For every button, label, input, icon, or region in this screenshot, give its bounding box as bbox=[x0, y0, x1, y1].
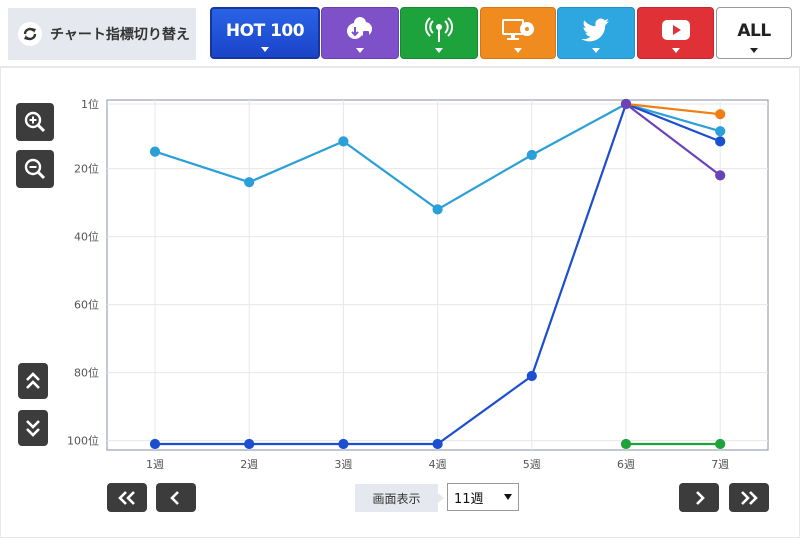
tab-twitter[interactable] bbox=[557, 7, 635, 59]
x-tick-label: 4週 bbox=[429, 458, 447, 471]
x-tick-label: 1週 bbox=[146, 458, 164, 471]
zoom-out-button[interactable] bbox=[16, 150, 54, 188]
scroll-up-button[interactable] bbox=[18, 363, 48, 399]
tab-download[interactable] bbox=[321, 7, 399, 59]
view-range-arrow bbox=[438, 493, 444, 503]
data-point bbox=[244, 177, 255, 188]
data-point bbox=[338, 136, 349, 147]
data-point bbox=[432, 438, 443, 450]
next-page-button[interactable] bbox=[679, 483, 719, 512]
chevron-down-icon bbox=[671, 48, 680, 53]
y-tick-label: 20位 bbox=[74, 162, 99, 176]
tab-tv[interactable] bbox=[480, 7, 556, 59]
radio-antenna-icon bbox=[424, 17, 454, 42]
tab-hot100[interactable]: HOT 100 bbox=[210, 7, 320, 59]
y-tick-label: 80位 bbox=[74, 366, 99, 380]
chevron-down-icon bbox=[356, 48, 364, 53]
chevron-down-icon bbox=[750, 48, 758, 53]
y-tick-label: 100位 bbox=[67, 434, 99, 448]
tv-disc-icon bbox=[502, 19, 534, 40]
zoom-out-icon bbox=[24, 158, 46, 180]
scroll-down-button[interactable] bbox=[18, 410, 48, 446]
chart-switch-label: チャート指標切り替え bbox=[8, 8, 196, 60]
data-point bbox=[244, 438, 255, 450]
chevron-left-icon bbox=[170, 490, 179, 505]
zoom-in-button[interactable] bbox=[16, 103, 54, 141]
twitter-bird-icon bbox=[581, 18, 609, 42]
chevron-down-icon bbox=[592, 48, 600, 53]
data-point bbox=[338, 438, 349, 450]
y-tick-label: 60位 bbox=[74, 298, 99, 312]
tab-radio[interactable] bbox=[400, 7, 478, 59]
series-line bbox=[625, 103, 721, 177]
last-page-button[interactable] bbox=[729, 483, 769, 512]
data-point bbox=[432, 204, 443, 215]
data-point bbox=[620, 438, 632, 450]
zoom-in-icon bbox=[24, 111, 46, 133]
x-tick-label: 3週 bbox=[334, 458, 352, 471]
view-range-select[interactable]: 11週 bbox=[447, 483, 519, 511]
x-tick-label: 5週 bbox=[523, 458, 541, 471]
double-chevron-right-icon bbox=[741, 490, 758, 505]
chevron-down-icon bbox=[261, 47, 269, 52]
double-chevron-up-icon bbox=[26, 372, 40, 389]
data-point bbox=[526, 149, 537, 161]
data-point bbox=[715, 438, 726, 450]
data-point bbox=[149, 438, 161, 450]
prev-page-button[interactable] bbox=[156, 483, 196, 512]
refresh-icon bbox=[18, 22, 42, 46]
chart-switch-text: チャート指標切り替え bbox=[50, 27, 190, 43]
chevron-down-icon bbox=[514, 48, 522, 53]
double-chevron-left-icon bbox=[118, 490, 135, 505]
data-point bbox=[715, 109, 726, 120]
tab-youtube[interactable] bbox=[637, 7, 714, 59]
data-point bbox=[715, 170, 726, 181]
header-divider bbox=[0, 66, 800, 68]
tab-all-label: ALL bbox=[737, 21, 771, 41]
data-point bbox=[715, 126, 726, 137]
chevron-down-icon bbox=[435, 48, 443, 53]
tab-hot100-label: HOT 100 bbox=[225, 21, 305, 41]
x-tick-label: 6週 bbox=[617, 458, 635, 471]
data-point bbox=[526, 370, 537, 382]
view-range-value: 11週 bbox=[454, 491, 484, 507]
chevron-right-icon bbox=[696, 490, 705, 505]
download-cloud-icon bbox=[347, 17, 372, 39]
first-page-button[interactable] bbox=[107, 483, 147, 512]
y-tick-label: 1位 bbox=[81, 97, 99, 111]
x-tick-label: 7週 bbox=[711, 458, 729, 471]
data-point bbox=[620, 98, 632, 110]
y-tick-label: 40位 bbox=[74, 230, 99, 244]
data-point bbox=[715, 136, 726, 147]
view-range-label: 画面表示 bbox=[355, 484, 438, 512]
tab-all[interactable]: ALL bbox=[716, 7, 792, 59]
youtube-play-icon bbox=[661, 20, 690, 40]
chevron-down-icon bbox=[504, 494, 512, 500]
x-tick-label: 2週 bbox=[240, 458, 258, 471]
double-chevron-down-icon bbox=[26, 420, 40, 437]
data-point bbox=[149, 146, 161, 157]
series-line bbox=[625, 102, 721, 116]
chart-header: チャート指標切り替え HOT 100 bbox=[0, 0, 800, 66]
